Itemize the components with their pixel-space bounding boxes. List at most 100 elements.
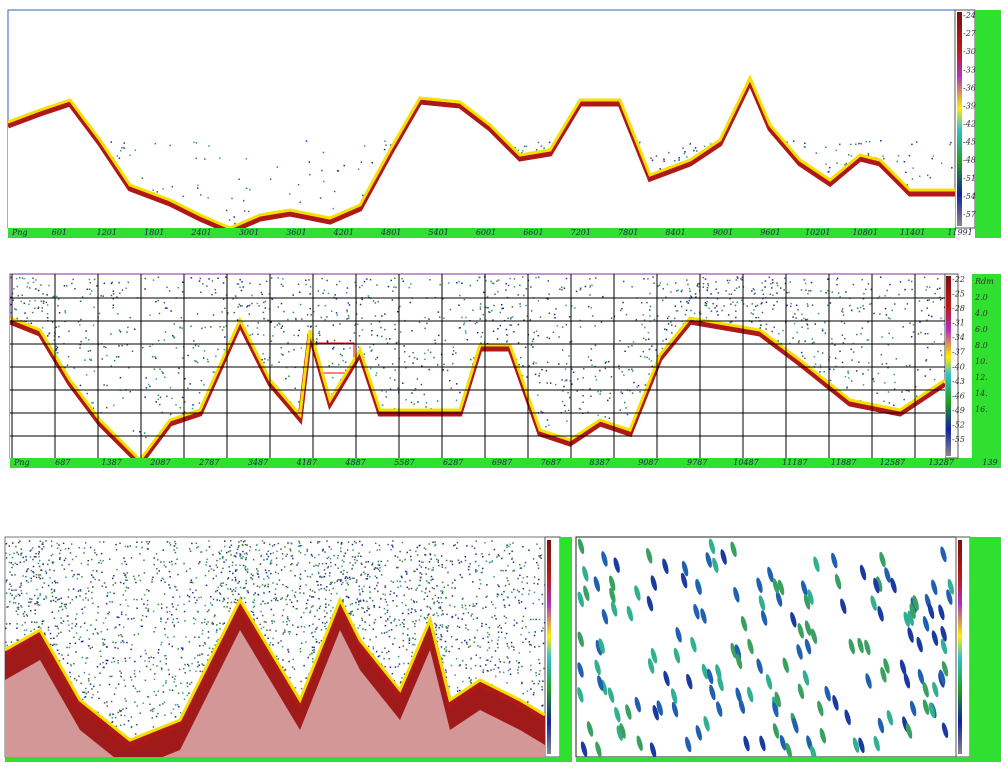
echo-speckle [335,564,337,566]
echo-speckle [773,305,775,307]
echo-speckle [159,704,161,706]
echo-speckle [487,307,489,309]
echo-speckle [830,302,832,304]
echo-speckle [506,544,508,546]
echo-speckle [78,574,80,576]
echo-speckle [112,641,114,643]
echo-speckle [32,278,34,280]
echo-speckle [17,295,19,297]
echo-speckle [220,584,222,586]
echo-speckle [89,279,91,281]
echo-speckle [289,193,291,195]
echo-speckle [165,634,167,636]
echo-speckle [445,669,447,671]
echo-speckle [21,606,23,608]
echo-speckle [523,616,525,618]
echo-speckle [14,574,16,576]
echo-speckle [189,568,191,570]
echo-speckle [210,596,212,598]
echo-speckle [88,680,90,682]
echo-speckle [410,283,412,285]
echo-speckle [417,547,419,549]
echo-speckle [278,361,280,363]
echo-speckle [129,317,131,319]
echo-speckle [340,354,342,356]
echo-speckle [139,691,141,693]
echo-speckle [376,372,378,374]
echo-speckle [183,668,185,670]
echo-speckle [27,282,29,284]
echogram-panel [576,537,956,757]
echo-speckle [475,561,477,563]
echo-speckle [223,561,225,563]
echo-speckle [498,586,500,588]
echo-speckle [574,307,576,309]
echo-speckle [239,581,241,583]
echo-speckle [538,567,540,569]
echo-speckle [116,569,118,571]
echo-speckle [534,332,536,334]
echo-speckle [414,623,416,625]
echo-speckle [171,564,173,566]
echo-speckle [650,157,652,159]
echo-speckle [50,633,52,635]
echo-speckle [196,158,198,160]
echo-speckle [324,290,326,292]
echo-speckle [263,334,265,336]
echo-speckle [333,555,335,557]
echo-speckle [438,560,440,562]
echo-speckle [299,291,301,293]
echo-speckle [654,319,656,321]
echo-speckle [403,663,405,665]
echo-speckle [526,146,528,148]
echo-speckle [6,645,8,647]
echo-speckle [580,326,582,328]
echo-speckle [228,610,230,612]
echo-speckle [582,377,584,379]
echo-speckle [639,142,641,144]
ping-label: 13287 [928,458,954,467]
echo-speckle [383,658,385,660]
echo-speckle [435,595,437,597]
echo-speckle [319,331,321,333]
echo-speckle [462,681,464,683]
echo-speckle [369,614,371,616]
echo-speckle [260,563,262,565]
echo-speckle [912,178,914,180]
echo-speckle [72,623,74,625]
echo-speckle [264,358,266,360]
echo-speckle [268,584,270,586]
echo-speckle [772,282,774,284]
echo-speckle [211,568,213,570]
echo-speckle [851,359,853,361]
echo-speckle [126,564,128,566]
echo-speckle [505,289,507,291]
echo-speckle [555,308,557,310]
echo-speckle [318,619,320,621]
echo-speckle [342,360,344,362]
echo-speckle [404,559,406,561]
echo-speckle [438,335,440,337]
echo-speckle [256,544,258,546]
echo-speckle [368,646,370,648]
echo-speckle [538,276,540,278]
echo-speckle [465,556,467,558]
echo-speckle [512,542,514,544]
echo-speckle [67,654,69,656]
echo-speckle [886,363,888,365]
echo-speckle [7,606,9,608]
echo-speckle [521,601,523,603]
echo-speckle [538,300,540,302]
echo-speckle [442,626,444,628]
echo-speckle [801,314,803,316]
echo-speckle [355,562,357,564]
echo-speckle [123,724,125,726]
echo-speckle [525,608,527,610]
echo-speckle [18,603,20,605]
echo-speckle [134,701,136,703]
echo-speckle [233,216,235,218]
echo-speckle [91,697,93,699]
echo-speckle [861,279,863,281]
echo-speckle [60,617,62,619]
echo-speckle [664,328,666,330]
